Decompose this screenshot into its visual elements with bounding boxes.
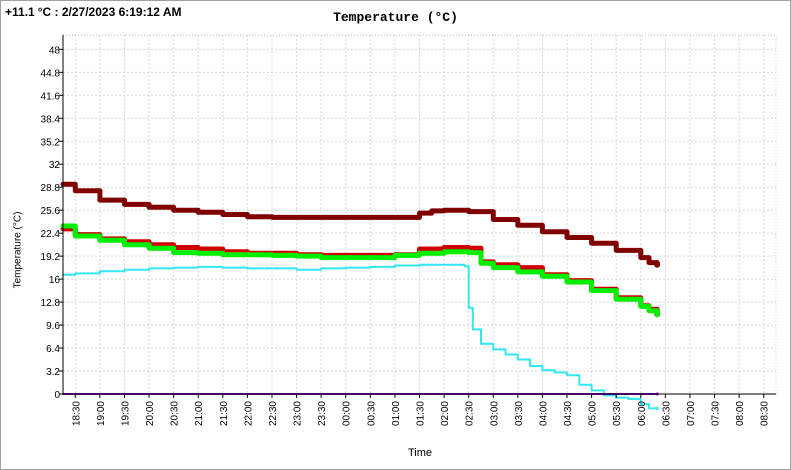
x-tick-label: 02:00 bbox=[440, 401, 451, 426]
y-tick-label: 38.4 bbox=[41, 114, 61, 125]
chart-title: Temperature (°C) bbox=[333, 10, 458, 25]
x-axis-label: Time bbox=[407, 447, 433, 459]
y-tick-label: 16 bbox=[49, 275, 61, 286]
series-line-3 bbox=[60, 223, 660, 317]
x-tick-label: 05:30 bbox=[612, 401, 623, 426]
axes: 0 3.2 6.4 9.6 12.8 16 19.2 22.4 25.6 28.8 32 35.2 38… bbox=[41, 35, 776, 426]
x-tick-label: 21:30 bbox=[219, 401, 230, 426]
x-tick-label: 20:00 bbox=[145, 401, 156, 426]
x-tick-label: 23:00 bbox=[293, 401, 304, 426]
x-tick-label: 01:00 bbox=[391, 401, 402, 426]
y-tick-label: 48 bbox=[49, 45, 61, 56]
series-endpoint-4 bbox=[655, 406, 659, 410]
y-tick-label: 0 bbox=[54, 390, 60, 401]
x-tick-label: 06:30 bbox=[661, 401, 672, 426]
x-tick-label: 08:30 bbox=[760, 401, 771, 426]
y-tick-label: 28.8 bbox=[41, 183, 61, 194]
x-tick-label: 22:30 bbox=[268, 401, 279, 426]
x-tick-label: 19:30 bbox=[120, 401, 131, 426]
series-endpoint-3 bbox=[654, 311, 661, 318]
y-tick-label: 22.4 bbox=[41, 229, 61, 240]
x-tick-label: 07:00 bbox=[686, 401, 697, 426]
readout-separator: : bbox=[54, 5, 59, 19]
x-tick-label: 18:30 bbox=[71, 401, 82, 426]
x-tick-label: 22:00 bbox=[243, 401, 254, 426]
x-tick-label: 03:00 bbox=[489, 401, 500, 426]
y-tick-label: 44.8 bbox=[41, 68, 61, 79]
x-tick-label: 23:30 bbox=[317, 401, 328, 426]
y-tick-label: 12.8 bbox=[41, 298, 61, 309]
current-unit: °C bbox=[37, 5, 52, 19]
x-tick-label: 07:30 bbox=[711, 401, 722, 426]
x-tick-label: 03:30 bbox=[514, 401, 525, 426]
x-tick-label: 01:30 bbox=[416, 401, 427, 426]
y-tick-label: 19.2 bbox=[41, 252, 61, 263]
series-line-1 bbox=[60, 181, 660, 268]
series-endpoint-1 bbox=[654, 261, 661, 268]
x-tick-label: 04:00 bbox=[538, 401, 549, 426]
series-line-4 bbox=[62, 263, 659, 410]
reading-timestamp: 2/27/2023 6:19:12 AM bbox=[61, 5, 182, 19]
current-reading: +11.1 °C : 2/27/2023 6:19:12 AM bbox=[5, 5, 182, 19]
y-tick-label: 9.6 bbox=[46, 321, 60, 332]
x-tick-label: 08:00 bbox=[735, 401, 746, 426]
x-tick-label: 00:30 bbox=[366, 401, 377, 426]
y-tick-label: 41.6 bbox=[41, 91, 61, 102]
series-layer bbox=[60, 181, 661, 410]
x-tick-label: 21:00 bbox=[194, 401, 205, 426]
series-line-2 bbox=[60, 226, 660, 317]
x-tick-label: 19:00 bbox=[96, 401, 107, 426]
y-tick-label: 25.6 bbox=[41, 206, 61, 217]
x-tick-label: 20:30 bbox=[170, 401, 181, 426]
current-value: +11.1 bbox=[5, 5, 35, 19]
x-tick-label: 02:30 bbox=[465, 401, 476, 426]
x-tick-label: 04:30 bbox=[563, 401, 574, 426]
y-tick-label: 32 bbox=[49, 160, 61, 171]
y-tick-label: 6.4 bbox=[46, 344, 60, 355]
y-tick-label: 3.2 bbox=[46, 367, 60, 378]
x-tick-label: 06:00 bbox=[637, 401, 648, 426]
x-tick-label: 05:00 bbox=[588, 401, 599, 426]
x-tick-label: 00:00 bbox=[342, 401, 353, 426]
y-tick-label: 35.2 bbox=[41, 137, 61, 148]
